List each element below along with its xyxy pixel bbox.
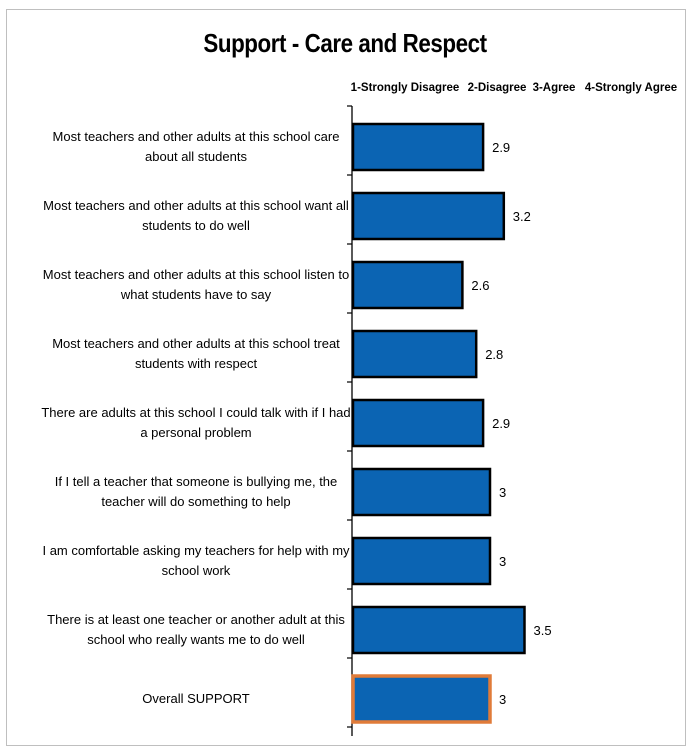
scale-label: 2-Disagree xyxy=(468,82,527,94)
category-label: There is at least one teacher or another… xyxy=(47,612,345,627)
data-label: 2.6 xyxy=(471,278,489,293)
category-label: teacher will do something to help xyxy=(101,494,290,509)
bar xyxy=(351,398,485,448)
category-label: There are adults at this school I could … xyxy=(41,405,350,420)
category-label: Overall SUPPORT xyxy=(142,691,249,706)
data-label: 3.2 xyxy=(513,209,531,224)
category-label: what students have to say xyxy=(120,287,272,302)
data-label: 3.5 xyxy=(534,623,552,638)
category-label: a personal problem xyxy=(140,425,251,440)
data-label: 3 xyxy=(499,485,506,500)
data-label: 2.8 xyxy=(485,347,503,362)
category-label: school who really wants me to do well xyxy=(87,632,305,647)
category-label: Most teachers and other adults at this s… xyxy=(52,336,340,351)
bar xyxy=(351,467,492,517)
category-label: students to do well xyxy=(142,218,250,233)
data-label: 3 xyxy=(499,692,506,707)
chart-frame xyxy=(6,9,686,746)
category-label: Most teachers and other adults at this s… xyxy=(43,198,349,213)
data-label: 3 xyxy=(499,554,506,569)
bar xyxy=(351,191,506,241)
category-label: Most teachers and other adults at this s… xyxy=(53,129,340,144)
scale-label: 1-Strongly Disagree xyxy=(351,82,460,94)
chart-title: Support - Care and Respect xyxy=(203,28,487,58)
category-label: about all students xyxy=(145,149,247,164)
category-label: If I tell a teacher that someone is bull… xyxy=(55,474,338,489)
bar xyxy=(351,536,492,586)
category-label: school work xyxy=(162,563,231,578)
category-label: I am comfortable asking my teachers for … xyxy=(42,543,350,558)
category-label: students with respect xyxy=(135,356,258,371)
bar xyxy=(351,329,478,379)
bar xyxy=(351,260,464,310)
category-label: Most teachers and other adults at this s… xyxy=(43,267,349,282)
scale-label: 3-Agree xyxy=(533,82,576,94)
bar xyxy=(351,122,485,172)
data-label: 2.9 xyxy=(492,140,510,155)
data-label: 2.9 xyxy=(492,416,510,431)
bar xyxy=(351,674,492,724)
bar xyxy=(351,605,526,655)
scale-label: 4-Strongly Agree xyxy=(585,82,677,94)
